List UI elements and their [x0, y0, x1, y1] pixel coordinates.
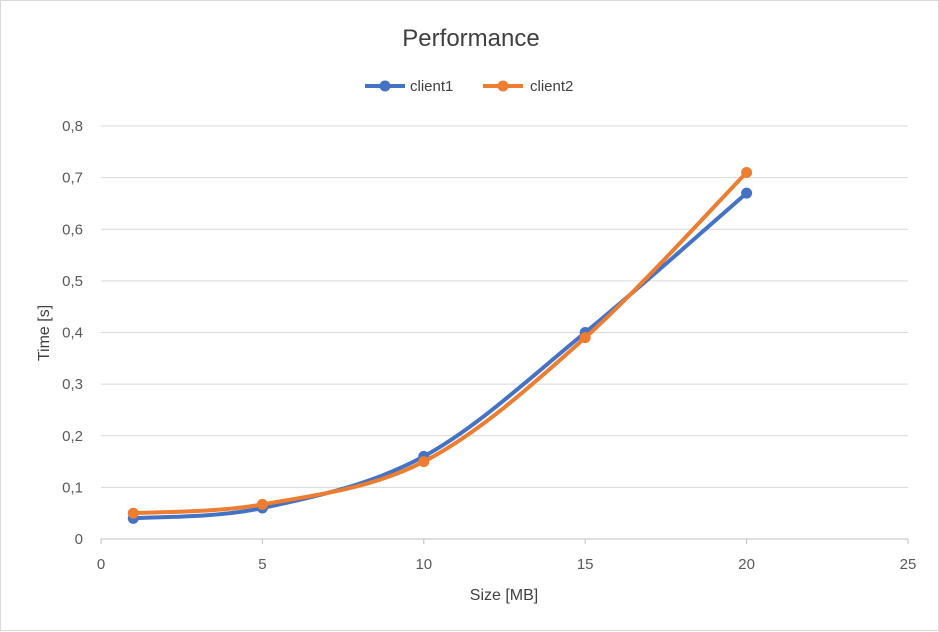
data-point-client2[interactable]: [579, 332, 591, 344]
y-tick-label: 0,6: [62, 221, 83, 238]
data-point-client2[interactable]: [418, 456, 430, 468]
x-tick-label: 0: [97, 556, 105, 573]
x-axis-title: Size [MB]: [470, 587, 538, 604]
series-client2: [127, 166, 753, 519]
legend-marker-client2: [497, 80, 509, 92]
y-tick-label: 0,8: [62, 118, 83, 135]
data-point-client2[interactable]: [127, 507, 139, 519]
data-point-client2[interactable]: [256, 498, 268, 510]
y-tick-label: 0,1: [62, 479, 83, 496]
y-axis-ticks: 0 0,1 0,2 0,3 0,4 0,5 0,6 0,7 0,8: [62, 118, 83, 548]
x-tick-label: 5: [258, 556, 266, 573]
legend-marker-client1: [379, 80, 391, 92]
y-tick-label: 0: [75, 531, 83, 548]
x-tick-label: 10: [415, 556, 432, 573]
y-tick-label: 0,3: [62, 376, 83, 393]
x-tick-label: 20: [738, 556, 755, 573]
series-client1: [127, 187, 753, 524]
series-line-client1: [131, 191, 749, 521]
chart-title: Performance: [402, 25, 539, 52]
legend-label-client2: client2: [530, 78, 573, 95]
x-tick-label: 15: [577, 556, 594, 573]
data-point-client1[interactable]: [741, 187, 753, 199]
series-layer: [127, 166, 753, 524]
y-tick-label: 0,2: [62, 428, 83, 445]
y-axis-title: Time [s]: [36, 305, 53, 361]
gridlines: [101, 125, 908, 540]
legend-item-client1[interactable]: client1: [365, 78, 453, 95]
legend: client1 client2: [365, 78, 573, 95]
x-tick-label: 25: [900, 556, 917, 573]
legend-label-client1: client1: [410, 78, 453, 95]
series-line-client2: [131, 170, 749, 516]
y-tick-label: 0,7: [62, 170, 83, 187]
data-point-client2[interactable]: [741, 166, 753, 178]
x-axis-ticks: 0 5 10 15 20 25: [97, 539, 917, 573]
y-tick-label: 0,4: [62, 325, 83, 342]
y-tick-label: 0,5: [62, 273, 83, 290]
legend-item-client2[interactable]: client2: [483, 78, 573, 95]
